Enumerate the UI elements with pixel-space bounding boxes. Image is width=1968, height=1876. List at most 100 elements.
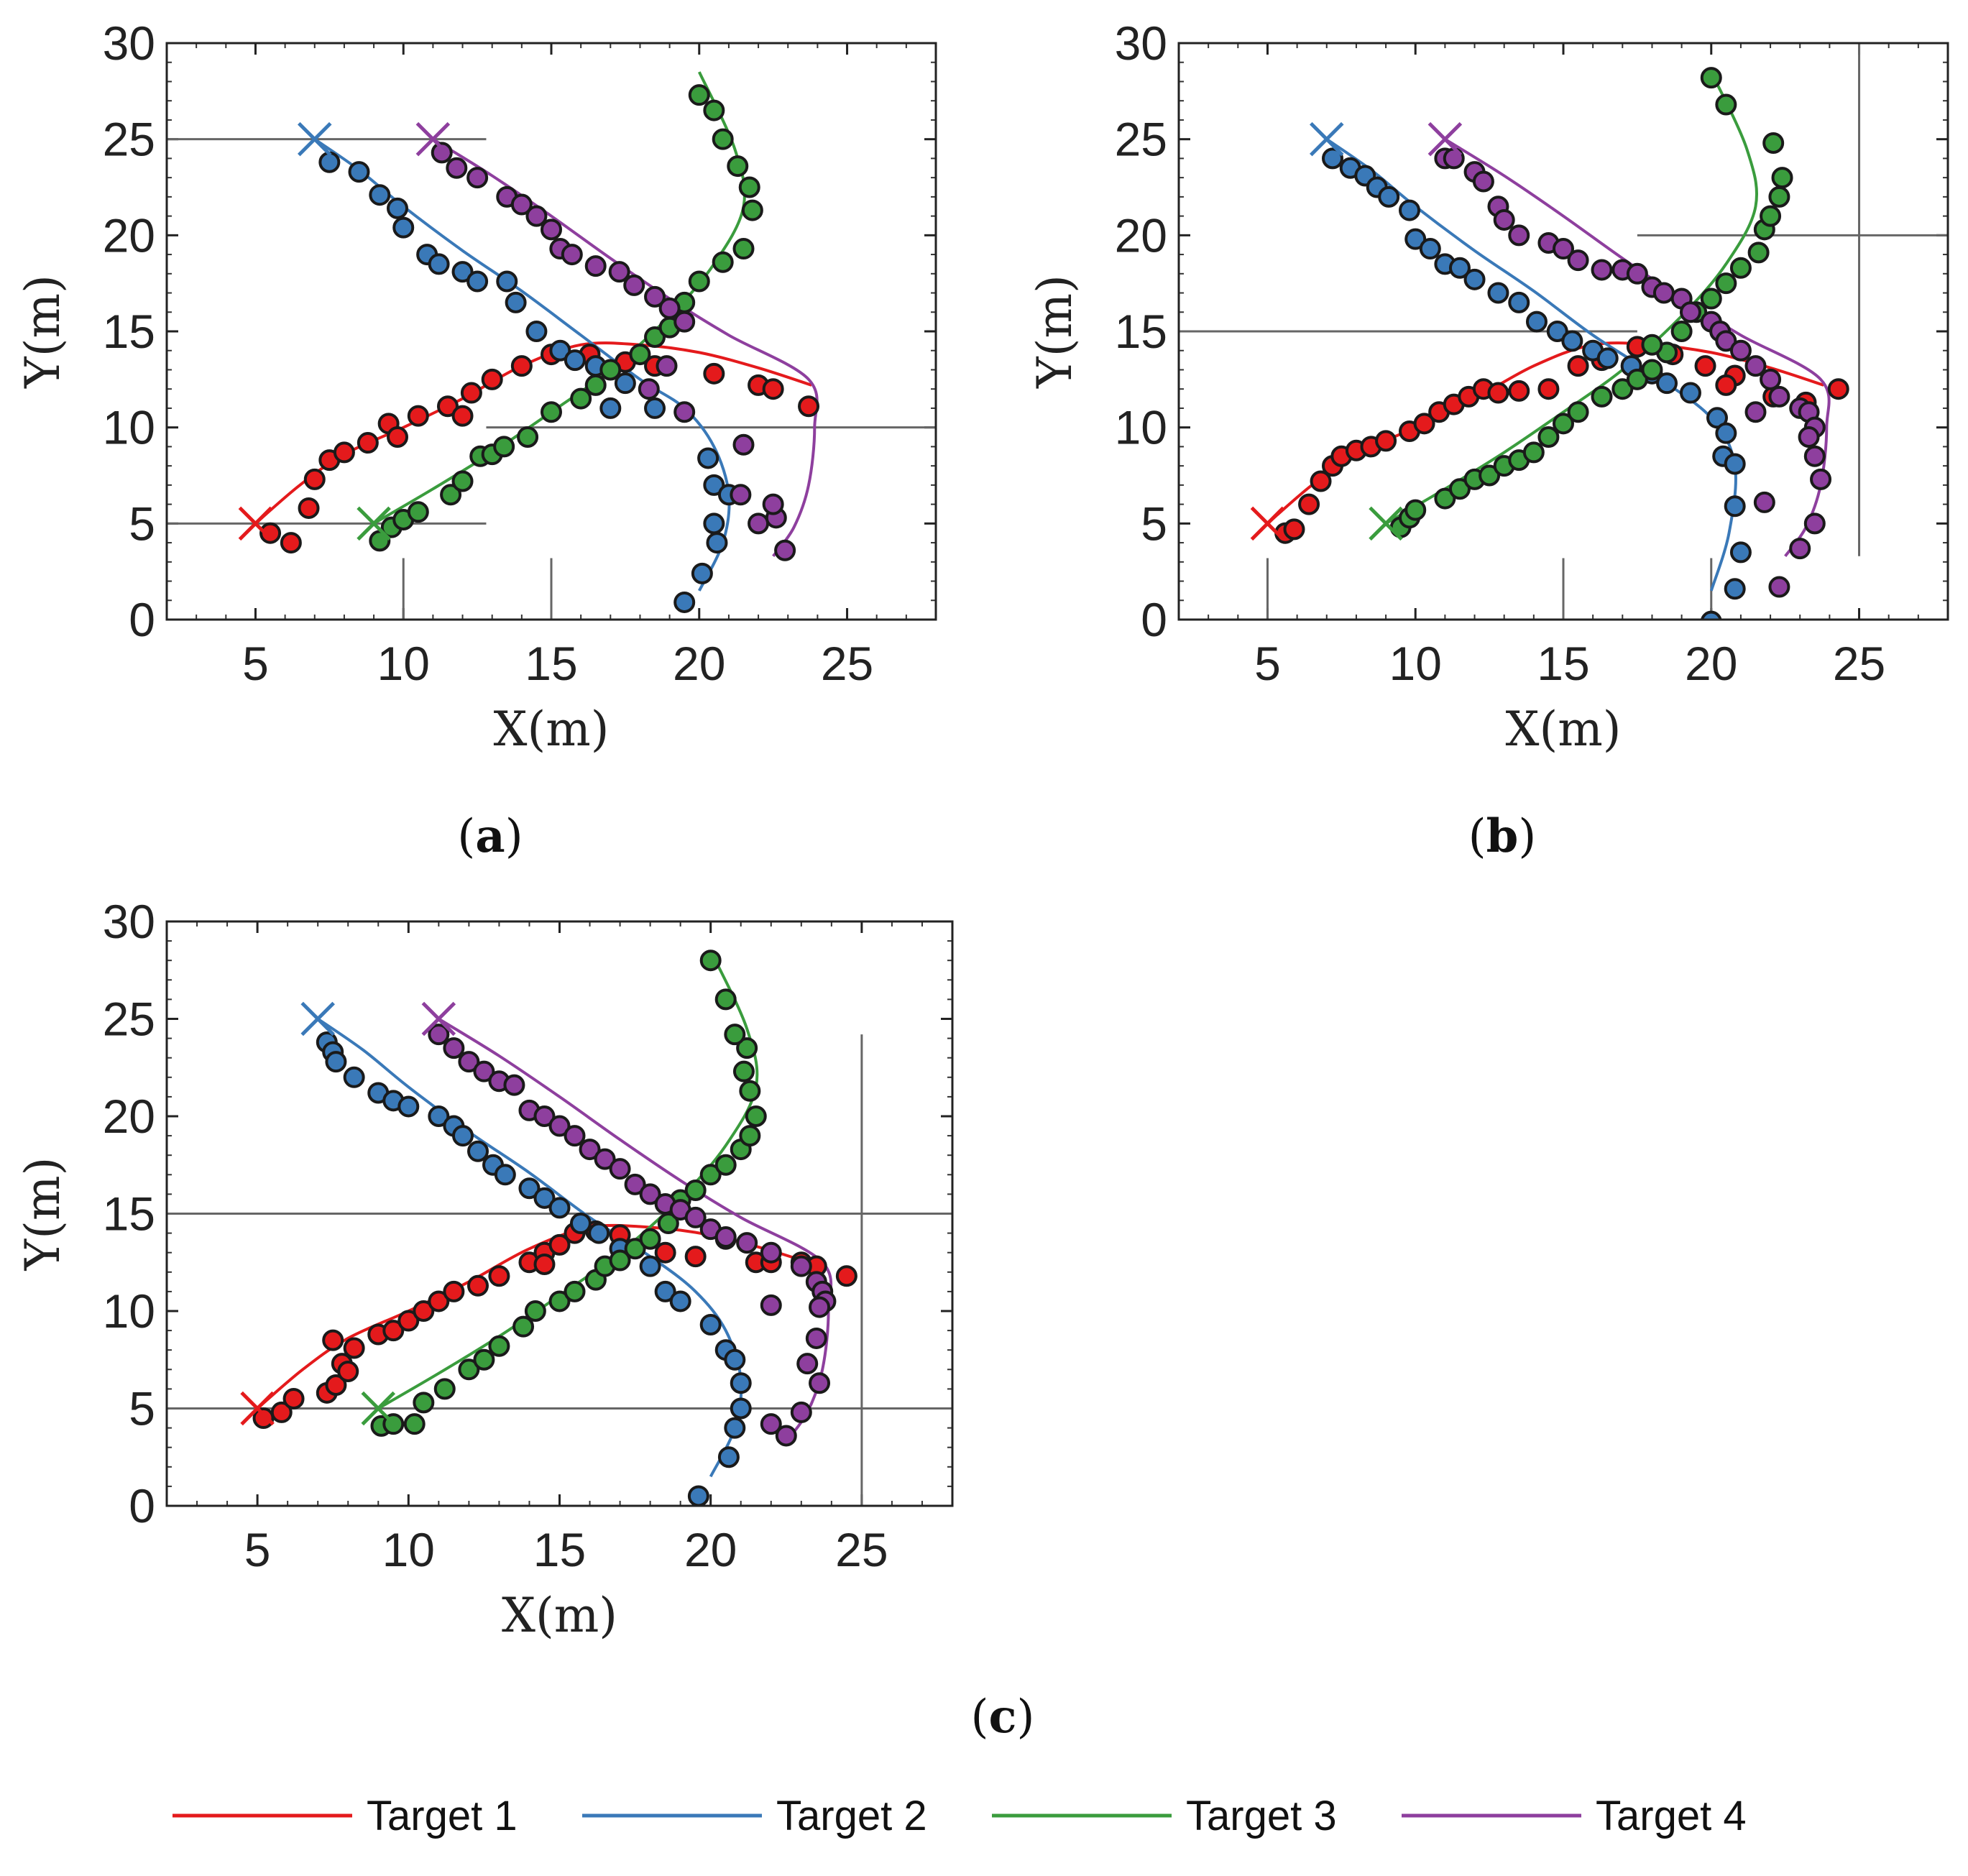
- estimate-point-target-2: [1561, 330, 1583, 352]
- start-marker-stroke: [1369, 506, 1403, 541]
- estimate-point-target-3: [451, 470, 474, 492]
- estimate-point-target-2: [703, 474, 725, 496]
- caption-open: (: [457, 810, 475, 863]
- caption-close: ): [505, 810, 523, 863]
- legend-label-target-3: Target 3: [1186, 1793, 1337, 1839]
- y-tick-label: 0: [1141, 593, 1167, 646]
- estimate-point-target-2: [673, 591, 696, 613]
- estimate-point-target-3: [413, 1392, 435, 1414]
- start-marker-stroke: [361, 1391, 396, 1426]
- estimate-point-target-2: [644, 397, 666, 419]
- estimate-point-target-2: [691, 562, 713, 584]
- estimate-point-target-3: [1448, 478, 1471, 500]
- estimate-point-target-3: [1729, 257, 1752, 279]
- estimate-point-target-3: [1768, 185, 1790, 208]
- estimate-point-target-1: [798, 395, 820, 418]
- estimate-point-target-3: [738, 176, 760, 198]
- estimate-point-target-1: [1827, 378, 1849, 400]
- x-tick-label: 10: [1389, 637, 1442, 690]
- estimate-point-target-3: [684, 1179, 707, 1201]
- estimate-point-target-4: [1443, 147, 1465, 170]
- estimate-point-target-4: [774, 539, 796, 561]
- y-tick-label: 25: [1115, 113, 1167, 166]
- estimate-point-target-4: [428, 1024, 450, 1046]
- estimate-point-target-4: [1753, 491, 1775, 513]
- estimate-point-target-3: [1641, 334, 1663, 356]
- x-tick-label: 15: [533, 1523, 586, 1576]
- estimate-point-target-3: [493, 436, 515, 458]
- y-tick-label: 20: [103, 1090, 155, 1143]
- estimate-point-target-3: [1567, 401, 1589, 423]
- estimate-point-target-3: [584, 374, 607, 396]
- estimate-point-target-1: [835, 1265, 857, 1287]
- start-marker-stroke: [240, 1391, 275, 1426]
- x-tick-label: 5: [244, 1523, 271, 1576]
- plot-content: [167, 71, 936, 620]
- estimate-point-target-2: [1419, 238, 1441, 260]
- estimate-point-target-3: [714, 1154, 737, 1176]
- axes-frame: [165, 920, 954, 1507]
- start-marker-stroke: [298, 121, 332, 157]
- estimate-point-target-1: [298, 497, 320, 519]
- legend-item-target-3: Target 3: [992, 1793, 1337, 1839]
- estimate-point-target-3: [1771, 167, 1793, 189]
- estimate-point-target-4: [790, 1255, 812, 1277]
- caption-close: ): [1518, 810, 1536, 863]
- estimate-point-target-4: [609, 1158, 631, 1180]
- estimate-point-target-1: [1310, 470, 1332, 492]
- estimate-point-target-1: [762, 378, 784, 400]
- estimate-point-target-1: [382, 1320, 405, 1342]
- estimate-point-target-3: [629, 344, 651, 366]
- estimate-point-target-1: [333, 441, 355, 464]
- x-tick-label: 20: [673, 637, 725, 690]
- estimate-point-target-2: [348, 161, 370, 183]
- estimate-point-target-3: [1522, 441, 1545, 464]
- estimate-point-target-4: [473, 1060, 495, 1082]
- estimate-point-target-2: [1679, 382, 1701, 404]
- estimate-point-target-2: [654, 1280, 676, 1302]
- estimate-point-target-3: [512, 1315, 535, 1338]
- estimate-point-target-4: [760, 1241, 782, 1264]
- estimate-point-target-1: [407, 405, 429, 427]
- estimate-point-target-2: [466, 1140, 489, 1162]
- estimate-point-target-3: [639, 1228, 661, 1250]
- start-marker-target-3: [357, 506, 391, 541]
- estimate-point-target-4: [541, 219, 562, 241]
- estimate-point-target-3: [699, 950, 722, 972]
- estimate-point-target-3: [714, 988, 737, 1011]
- estimate-point-target-2: [392, 216, 415, 239]
- x-tick-label: 20: [684, 1523, 737, 1576]
- start-marker-target-2: [300, 1001, 335, 1036]
- panel-b: 5 10 15 20 25 0 5 10 15 20 25 30 X(m) Y(m) (b): [1027, 17, 1949, 863]
- estimate-point-target-4: [805, 1327, 827, 1349]
- estimate-point-target-4: [608, 261, 630, 283]
- start-marker-target-1: [238, 506, 273, 541]
- estimate-point-target-1: [413, 1300, 435, 1322]
- estimate-point-target-1: [510, 355, 533, 377]
- estimate-point-target-4: [1591, 259, 1613, 281]
- estimate-point-target-2: [1404, 228, 1427, 250]
- estimate-point-target-2: [703, 512, 725, 535]
- estimate-point-target-3: [1760, 205, 1782, 227]
- y-tick-label: 15: [103, 1187, 155, 1241]
- estimate-point-target-1: [1375, 430, 1397, 452]
- estimate-point-target-2: [525, 321, 548, 342]
- start-marker-stroke: [357, 506, 391, 541]
- estimate-point-target-1: [533, 1253, 556, 1275]
- estimate-point-target-2: [1463, 268, 1486, 290]
- estimate-point-target-3: [1553, 413, 1574, 435]
- estimate-point-target-2: [1724, 453, 1746, 475]
- estimate-point-target-3: [732, 238, 755, 260]
- y-tick-label: 5: [129, 497, 155, 550]
- estimate-point-target-2: [569, 1213, 592, 1235]
- x-axis-label: X(m): [502, 1588, 617, 1643]
- y-tick-label: 20: [103, 208, 155, 262]
- estimate-point-target-4: [1760, 368, 1782, 390]
- estimate-point-target-2: [505, 291, 527, 313]
- estimate-point-target-2: [496, 270, 518, 293]
- y-tick-label: 0: [129, 593, 155, 646]
- x-axis-label: X(m): [493, 702, 609, 757]
- caption-letter: b: [1486, 809, 1519, 863]
- caption-open: (: [1468, 810, 1486, 863]
- estimate-point-target-1: [481, 368, 503, 390]
